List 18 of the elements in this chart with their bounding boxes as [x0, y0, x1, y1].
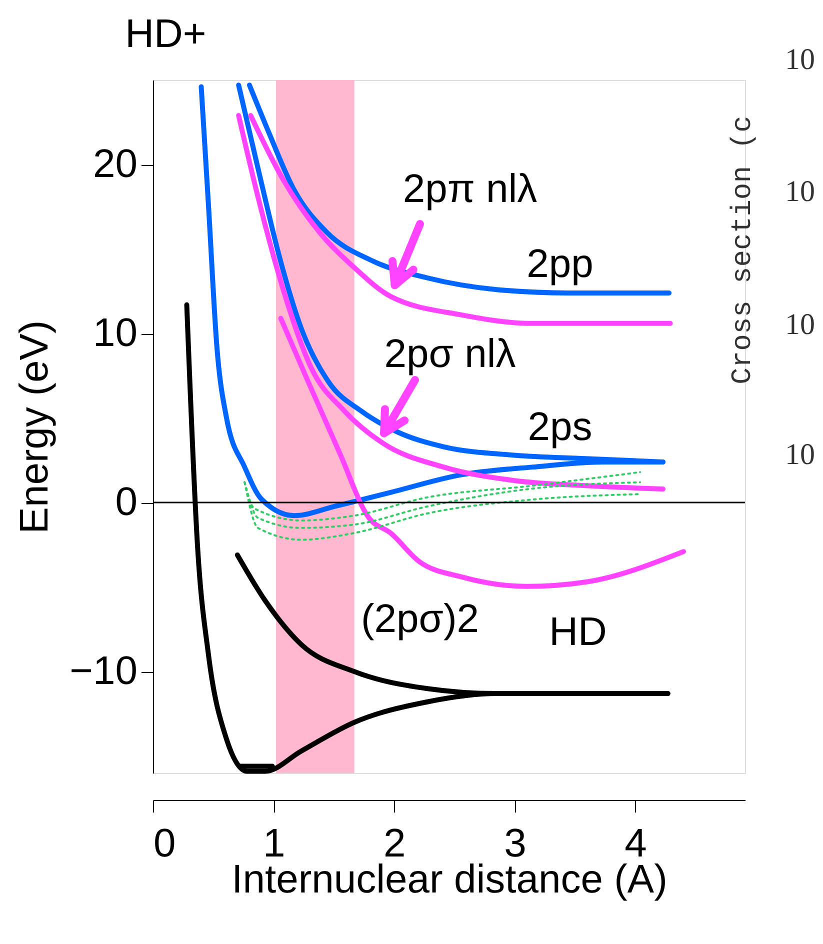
annotation: 2pπ nlλ — [402, 167, 538, 211]
annotation: 2ps — [528, 405, 592, 449]
text: 10 — [785, 438, 815, 471]
y-tick-label: 0 — [115, 480, 138, 524]
y-tick-label: −10 — [70, 649, 138, 694]
text: 10 — [785, 308, 815, 341]
annotation: 2pp — [526, 242, 594, 286]
annotation: Cross section (c — [728, 116, 759, 384]
annotation: (2pσ)2 — [360, 597, 480, 641]
y-axis-title: Energy (eV) — [12, 320, 57, 534]
x-tick-label: 0 — [154, 822, 176, 866]
text: 10 — [785, 43, 815, 76]
annotation: HD — [549, 610, 607, 654]
chart-title: HD+ — [125, 12, 206, 56]
y-tick-label: 10 — [93, 311, 138, 356]
annotation: 2pσ nlλ — [384, 332, 516, 376]
y-tick-label: 20 — [93, 142, 138, 186]
text: 10 — [785, 175, 815, 208]
